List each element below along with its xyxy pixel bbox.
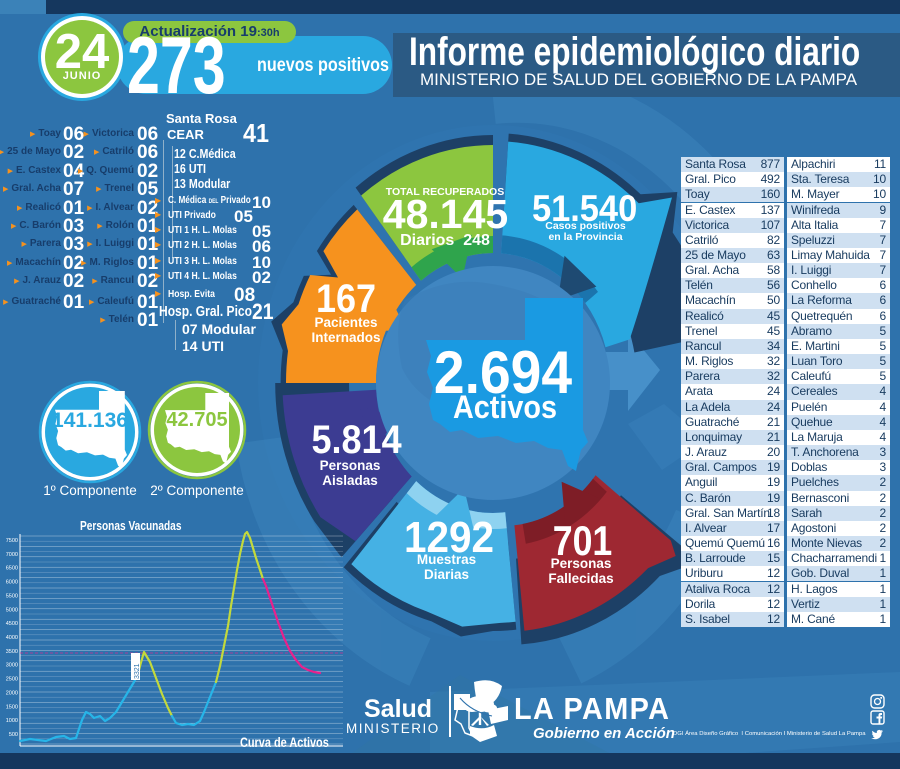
svg-text:6000: 6000 <box>6 580 18 586</box>
svg-text:6500: 6500 <box>6 566 18 572</box>
svg-text:4000: 4000 <box>6 635 18 641</box>
svg-text:3321: 3321 <box>134 663 141 679</box>
svg-text:500: 500 <box>9 732 18 738</box>
svg-text:4500: 4500 <box>6 621 18 627</box>
svg-text:5000: 5000 <box>6 607 18 613</box>
svg-text:3500: 3500 <box>6 649 18 655</box>
svg-text:1500: 1500 <box>6 704 18 710</box>
svg-text:3000: 3000 <box>6 663 18 669</box>
svg-text:1000: 1000 <box>6 718 18 724</box>
svg-text:2500: 2500 <box>6 677 18 683</box>
svg-text:2000: 2000 <box>6 690 18 696</box>
svg-text:7000: 7000 <box>6 552 18 558</box>
svg-text:5500: 5500 <box>6 593 18 599</box>
svg-text:7500: 7500 <box>6 538 18 544</box>
